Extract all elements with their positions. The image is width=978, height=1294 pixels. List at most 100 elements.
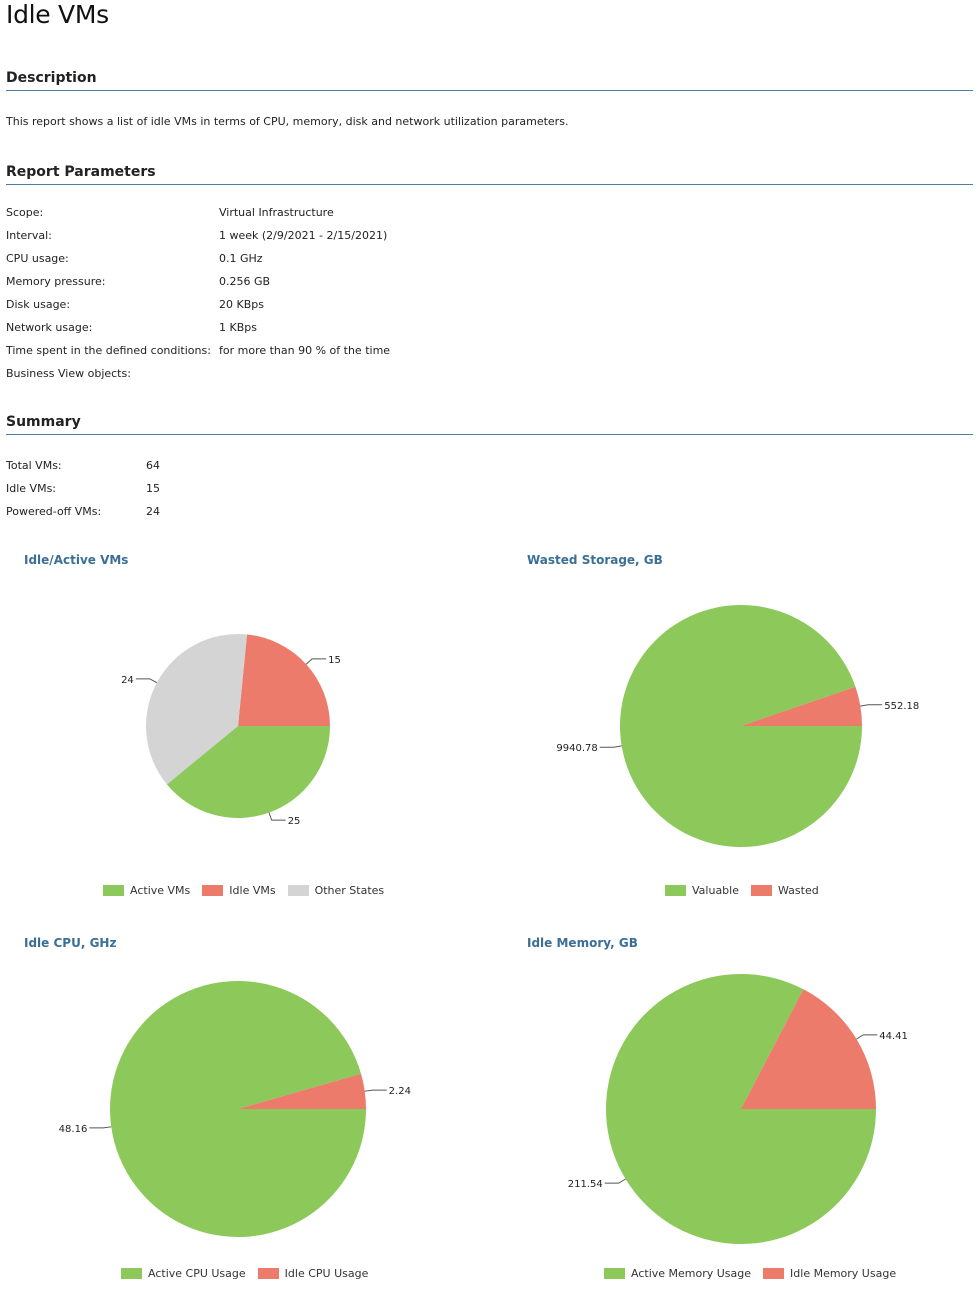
parameter-row: Interval: 1 week (2/9/2021 - 2/15/2021) — [6, 224, 390, 247]
legend-item: Active VMs — [103, 884, 190, 897]
report-parameters-heading: Report Parameters — [6, 164, 973, 185]
pie-slice-active-memory-usage — [605, 973, 876, 1244]
parameter-value: 1 KBps — [219, 321, 257, 334]
pie-slice-idle-vms — [238, 634, 330, 726]
summary-value: 24 — [146, 505, 160, 518]
legend-item: Idle CPU Usage — [257, 1267, 369, 1280]
summary-row: Total VMs: 64 — [6, 454, 160, 477]
pie-label-leader — [599, 745, 622, 748]
pie-data-label: 15 — [328, 655, 341, 666]
parameter-value: 20 KBps — [219, 298, 264, 311]
parameter-value: Virtual Infrastructure — [219, 206, 334, 219]
chart-title-idle-memory: Idle Memory, GB — [527, 936, 638, 950]
pie-label-leader — [856, 1034, 878, 1040]
pie-data-label: 552.18 — [884, 701, 919, 712]
pie-slice-wasted — [741, 686, 862, 726]
legend-item: Active CPU Usage — [121, 1267, 246, 1280]
parameter-label: Interval: — [6, 229, 52, 242]
legend-label: Idle Memory Usage — [790, 1267, 897, 1280]
summary-list: Total VMs: 64 Idle VMs: 15 Powered-off VMs: 2… — [6, 454, 160, 523]
legend-item: Wasted — [751, 884, 819, 897]
parameter-row: Memory pressure: 0.256 GB — [6, 270, 390, 293]
legend-label: Other States — [314, 884, 385, 897]
chart-title-idle-active-vms: Idle/Active VMs — [24, 553, 129, 567]
report-parameters-list: Scope: Virtual Infrastructure Interval: 1 w… — [6, 201, 390, 385]
legend-item: Idle VMs — [202, 884, 276, 897]
parameter-label: Scope: — [6, 206, 44, 219]
pie-label-leader — [268, 812, 286, 821]
pie-data-label: 9940.78 — [556, 743, 597, 754]
summary-value: 15 — [146, 482, 160, 495]
pie-data-label: 44.41 — [879, 1031, 908, 1042]
parameter-row: Network usage: 1 KBps — [6, 316, 390, 339]
legend-swatch — [287, 885, 309, 896]
legend-label: Idle VMs — [229, 884, 276, 897]
pie-label-leader — [135, 678, 158, 684]
parameter-label: Time spent in the defined conditions: — [6, 344, 211, 357]
summary-value: 64 — [146, 459, 160, 472]
pie-label-leader — [305, 658, 327, 665]
legend-idle-memory: Active Memory Usage Idle Memory Usage — [604, 1267, 896, 1280]
description-text: This report shows a list of idle VMs in … — [6, 115, 569, 128]
summary-row: Idle VMs: 15 — [6, 477, 160, 500]
legend-item: Idle Memory Usage — [763, 1267, 896, 1280]
legend-idle-active-vms: Active VMs Idle VMs Other States — [103, 884, 384, 897]
pie-slice-other-states — [146, 634, 248, 785]
parameter-row: Time spent in the defined conditions: for… — [6, 339, 390, 362]
pie-label-leader — [604, 1178, 626, 1184]
legend-swatch — [763, 1268, 785, 1279]
chart-title-wasted-storage: Wasted Storage, GB — [527, 553, 663, 567]
legend-swatch — [202, 885, 224, 896]
legend-label: Idle CPU Usage — [284, 1267, 369, 1280]
legend-label: Active CPU Usage — [148, 1267, 246, 1280]
parameter-row: Disk usage: 20 KBps — [6, 293, 390, 316]
pie-data-label: 211.54 — [568, 1179, 603, 1190]
pie-data-label: 2.24 — [389, 1086, 411, 1097]
parameter-label: Disk usage: — [6, 298, 71, 311]
legend-swatch — [103, 885, 124, 896]
legend-swatch — [751, 885, 772, 896]
legend-label: Active Memory Usage — [631, 1267, 752, 1280]
summary-label: Idle VMs: — [6, 482, 56, 495]
parameter-value: 1 week (2/9/2021 - 2/15/2021) — [219, 229, 388, 242]
legend-wasted-storage: Valuable Wasted — [665, 884, 819, 897]
pie-slice-active-vms — [166, 726, 330, 818]
chart-title-idle-cpu: Idle CPU, GHz — [24, 936, 117, 950]
parameter-label: Memory pressure: — [6, 275, 106, 288]
legend-swatch — [604, 1268, 625, 1279]
legend-swatch — [121, 1268, 142, 1279]
parameter-label: Network usage: — [6, 321, 93, 334]
summary-label: Powered-off VMs: — [6, 505, 102, 518]
pie-label-leader — [89, 1126, 112, 1129]
parameter-label: Business View objects: — [6, 367, 131, 380]
legend-label: Active VMs — [130, 884, 191, 897]
pie-slice-idle-cpu-usage — [238, 1073, 366, 1109]
parameter-row: Scope: Virtual Infrastructure — [6, 201, 390, 224]
pie-label-leader — [364, 1089, 387, 1092]
parameter-value: 0.256 GB — [219, 275, 271, 288]
legend-item: Other States — [287, 884, 385, 897]
description-heading: Description — [6, 70, 973, 91]
pie-data-label: 24 — [121, 675, 134, 686]
legend-idle-cpu: Active CPU Usage Idle CPU Usage — [121, 1267, 368, 1280]
legend-swatch — [665, 885, 686, 896]
legend-item: Active Memory Usage — [604, 1267, 751, 1280]
pie-label-leader — [860, 704, 883, 707]
pie-slice-active-cpu-usage — [109, 980, 366, 1237]
legend-item: Valuable — [665, 884, 739, 897]
pie-data-label: 25 — [288, 816, 301, 827]
legend-label: Valuable — [692, 884, 739, 897]
pie-data-label: 48.16 — [59, 1124, 88, 1135]
pie-slice-idle-memory-usage — [741, 989, 876, 1109]
parameter-row: Business View objects: — [6, 362, 390, 385]
summary-label: Total VMs: — [6, 459, 62, 472]
parameter-value: 0.1 GHz — [219, 252, 263, 265]
summary-row: Powered-off VMs: 24 — [6, 500, 160, 523]
parameter-value: for more than 90 % of the time — [219, 344, 391, 357]
summary-heading: Summary — [6, 414, 973, 435]
legend-swatch — [257, 1268, 279, 1279]
parameter-label: CPU usage: — [6, 252, 69, 265]
legend-label: Wasted — [778, 884, 819, 897]
page-title: Idle VMs — [6, 0, 109, 29]
